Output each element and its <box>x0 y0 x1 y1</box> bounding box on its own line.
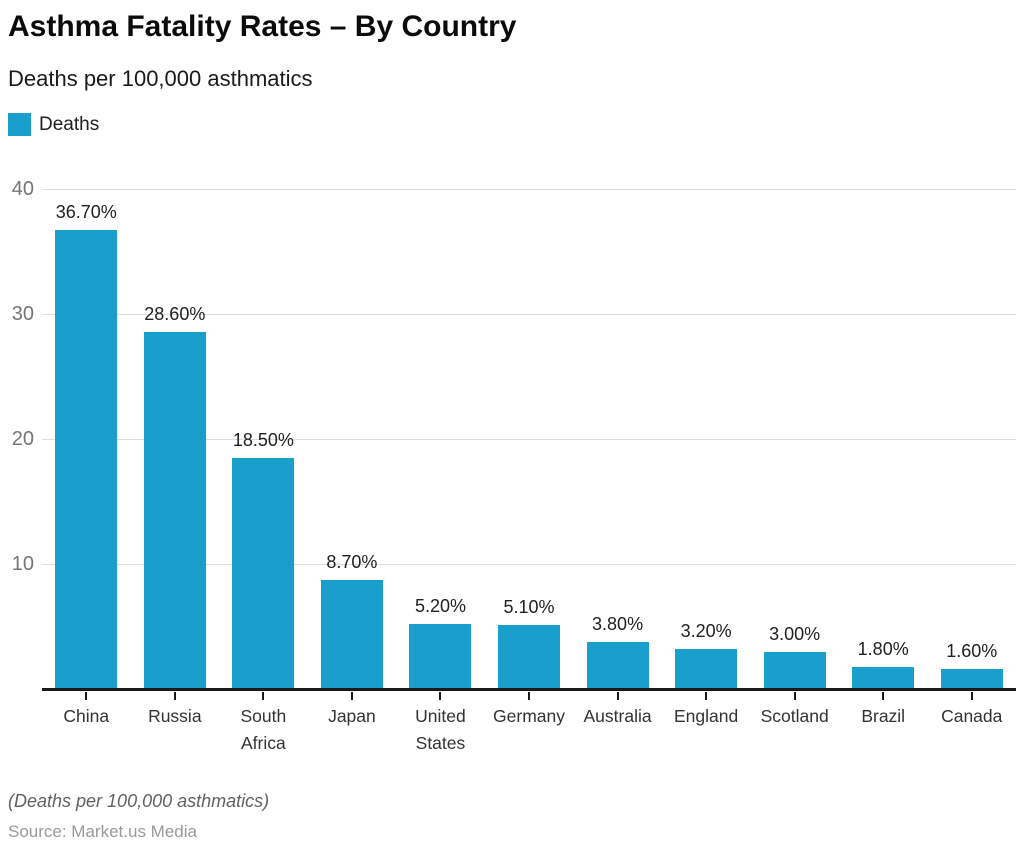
bar-value-label: 5.20% <box>414 596 466 616</box>
bar-slot: 1.60% <box>927 189 1016 700</box>
x-axis-tick <box>793 692 796 700</box>
x-axis-label: Germany <box>493 706 565 726</box>
x-axis-label: Scotland <box>760 706 829 726</box>
x-axis-tick <box>705 692 708 700</box>
bar <box>675 649 738 689</box>
source-credit: Source: Market.us Media <box>8 822 197 841</box>
x-axis-tick <box>970 692 973 700</box>
bar <box>498 625 560 689</box>
bar-slot: 3.80% <box>573 189 662 700</box>
bars-row: 36.70% 28.60% 18.50% 8.70% 5.20% 5.10% 3.80% 3.… <box>42 189 1016 700</box>
gridline <box>42 564 1016 565</box>
x-axis-label: Brazil <box>861 706 906 726</box>
bar-slot: 8.70% <box>308 189 397 700</box>
legend-label: Deaths <box>39 113 100 135</box>
bar <box>763 651 826 689</box>
gridline <box>42 189 1016 190</box>
x-axis-labels: China Russia South Africa Japan United State… <box>42 703 1016 757</box>
x-axis-label: South Africa <box>240 706 287 754</box>
bar-value-label: 3.20% <box>680 621 732 641</box>
bar <box>409 624 472 689</box>
x-axis-line <box>42 688 1016 691</box>
chart-subtitle: Deaths per 100,000 asthmatics <box>8 66 313 91</box>
x-axis-label: China <box>63 706 110 726</box>
x-axis-tick <box>85 692 88 700</box>
x-axis-tick <box>262 692 265 700</box>
bar-slot: 18.50% <box>219 189 308 700</box>
bar <box>320 580 383 689</box>
bar-value-label: 3.00% <box>769 623 821 644</box>
x-axis-tick <box>528 692 530 700</box>
x-axis-label: United States <box>415 706 466 754</box>
bar <box>143 331 206 689</box>
y-axis-tick-label: 20 <box>11 428 34 450</box>
x-axis-label: Russia <box>148 706 202 726</box>
legend: Deaths <box>8 113 99 136</box>
bar-slot: 28.60% <box>131 189 220 700</box>
chart-title: Asthma Fatality Rates – By Country <box>8 10 517 43</box>
bar-value-label: 3.80% <box>592 613 644 634</box>
plot-area: 36.70% 28.60% 18.50% 8.70% 5.20% 5.10% 3.80% 3.… <box>12 178 1016 700</box>
bar-value-label: 36.70% <box>55 202 117 223</box>
x-axis-label: Australia <box>583 706 652 726</box>
bar-slot: 1.80% <box>839 189 928 700</box>
x-axis-tick <box>616 692 619 700</box>
bar-slot: 36.70% <box>42 189 131 700</box>
x-axis-label: England <box>673 706 739 726</box>
bar <box>232 457 295 689</box>
bar <box>586 641 649 689</box>
bar-value-label: 18.50% <box>232 429 294 450</box>
x-axis-label: Japan <box>328 706 376 726</box>
gridline <box>42 314 1016 315</box>
bar-value-label: 5.10% <box>503 597 555 618</box>
bar-value-label: 8.70% <box>326 552 378 573</box>
bar-value-label: 1.60% <box>946 641 998 661</box>
x-axis-tick <box>439 692 442 700</box>
bar-slot: 3.00% <box>750 189 839 700</box>
x-axis-tick <box>350 692 353 700</box>
x-axis-tick <box>173 692 176 700</box>
legend-swatch-icon <box>8 113 31 136</box>
y-axis-tick-label: 10 <box>11 553 34 575</box>
y-axis-tick-label: 40 <box>11 178 34 200</box>
y-axis-tick-label: 30 <box>11 303 34 325</box>
gridline <box>42 439 1016 440</box>
bar-value-label: 28.60% <box>144 303 206 324</box>
bar-slot: 5.10% <box>485 189 574 700</box>
axis-note: (Deaths per 100,000 asthmatics) <box>8 791 270 811</box>
bar <box>852 666 915 689</box>
x-axis-tick <box>882 692 885 700</box>
bar <box>940 669 1003 689</box>
bar-value-label: 1.80% <box>857 638 909 659</box>
x-axis-label: Canada <box>941 706 1003 726</box>
bar <box>55 230 118 689</box>
bar-slot: 3.20% <box>662 189 751 700</box>
bar-slot: 5.20% <box>396 189 485 700</box>
